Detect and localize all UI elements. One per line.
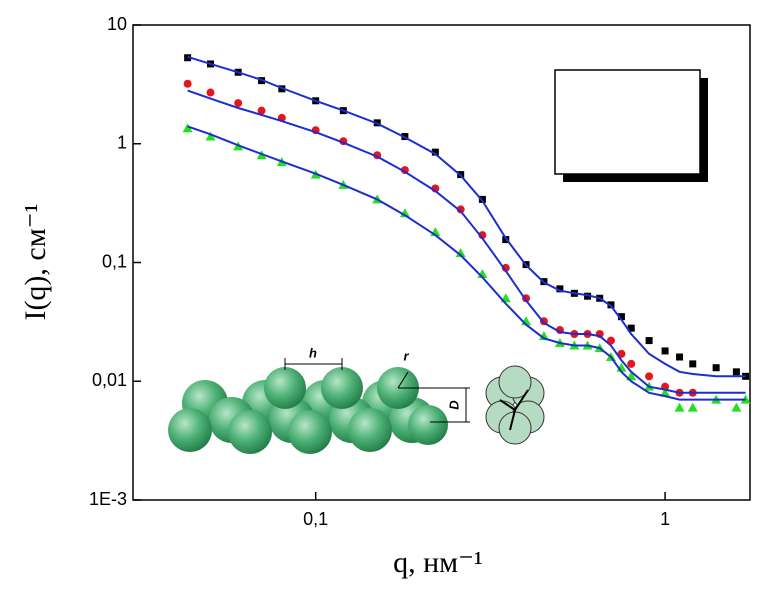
dimension-lines xyxy=(284,358,470,423)
data-point xyxy=(205,131,216,141)
fit-curve xyxy=(187,55,746,378)
data-point xyxy=(455,248,466,258)
data-point xyxy=(731,402,742,412)
y-tick-label: 1 xyxy=(117,133,127,153)
data-point xyxy=(687,402,698,412)
y-tick-label: 1E-3 xyxy=(89,489,127,509)
data-point xyxy=(740,394,751,404)
data-point xyxy=(674,402,685,412)
data-point xyxy=(556,285,564,293)
data-point xyxy=(627,324,635,332)
inset-label: D xyxy=(446,400,461,410)
data-point xyxy=(660,387,671,397)
data-point xyxy=(538,331,549,341)
inset-label: h xyxy=(309,345,317,360)
data-point xyxy=(712,364,720,372)
fit-curve xyxy=(187,125,746,401)
data-point xyxy=(732,368,740,376)
data-point xyxy=(257,106,266,115)
data-point xyxy=(645,372,654,381)
data-point xyxy=(742,372,750,380)
y-tick-label: 0,01 xyxy=(92,370,127,390)
data-point xyxy=(676,353,684,361)
x-tick-label: 1 xyxy=(660,509,670,529)
x-tick-label: 0,1 xyxy=(303,509,328,529)
data-point xyxy=(183,79,192,88)
x-axis-label: q, нм⁻¹ xyxy=(393,546,483,579)
legend-box xyxy=(554,69,701,175)
inset-label: r xyxy=(403,348,409,363)
data-point xyxy=(584,292,592,300)
data-point xyxy=(206,88,215,97)
data-point xyxy=(456,205,465,214)
legend xyxy=(554,69,708,182)
sphere-chain xyxy=(168,367,448,454)
data-point xyxy=(661,347,669,355)
data-point xyxy=(627,359,636,368)
inset-diagram: h r D xyxy=(168,345,545,454)
data-point xyxy=(689,360,697,368)
data-point xyxy=(501,263,510,272)
data-point xyxy=(182,123,193,133)
data-point xyxy=(431,148,439,156)
fit-curve xyxy=(187,89,746,394)
data-point xyxy=(645,337,653,345)
data-point xyxy=(234,99,243,108)
data-point xyxy=(617,313,625,321)
y-tick-label: 10 xyxy=(107,14,127,34)
y-tick-label: 0,1 xyxy=(102,251,127,271)
cross-section xyxy=(485,365,545,445)
y-axis-label: I(q), см⁻¹ xyxy=(19,203,52,320)
data-point xyxy=(399,208,410,218)
